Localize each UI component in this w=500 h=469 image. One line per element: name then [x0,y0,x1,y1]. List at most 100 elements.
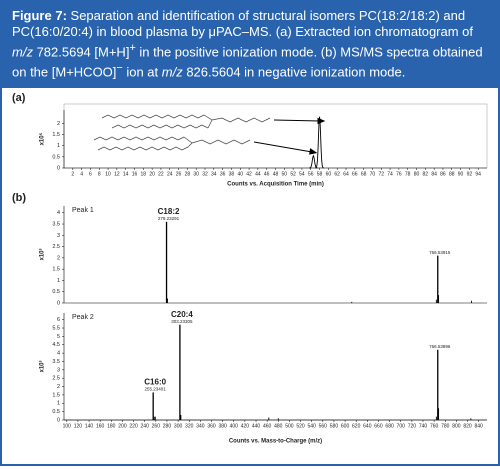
caption-text: − [116,62,123,75]
y-tick-label: 3.5 [52,359,60,365]
arrows [253,117,326,155]
caption-text: Separation and identification of structu… [12,8,474,39]
x-tick-label: 10 [105,171,111,177]
caption-text: 782.5694 [M+H] [32,44,130,60]
x-tick-label: 560 [319,423,328,429]
x-tick-label: 720 [408,423,417,429]
x-tick-label: 22 [158,171,164,177]
y-tick-label: 0.5 [52,409,60,415]
y-tick-label: 1 [57,278,60,284]
spectrum-name: Peak 2 [72,314,94,321]
x-tick-label: 180 [107,423,116,429]
caption-text: 826.5604 in negative ionization mode. [182,64,406,80]
x-tick-label: 420 [241,423,250,429]
x-tick-label: 82 [423,171,429,177]
peak-mz-label: 766.53896 [429,344,451,349]
x-tick-label: 34 [211,171,217,177]
y-tick-label: 0 [57,165,60,171]
x-tick-label: 380 [218,423,227,429]
x-tick-label: 600 [341,423,350,429]
x-tick-label: 580 [330,423,339,429]
x-axis-label: Counts vs. Acquisition Time (min) [227,182,324,188]
x-tick-label: 760 [430,423,439,429]
x-tick-label: 26 [176,171,182,177]
x-tick-label: 36 [220,171,226,177]
x-tick-label: 360 [207,423,216,429]
x-tick-label: 76 [396,171,402,177]
x-tick-label: 40 [237,171,243,177]
y-axis-label: x10⁵ [40,132,46,145]
caption-text: m/z [12,44,33,60]
panel-label: (b) [12,192,26,204]
x-tick-label: 680 [385,423,394,429]
y-tick-label: 4 [57,351,60,357]
x-tick-label: 240 [141,423,150,429]
y-tick-label: 4.5 [52,342,60,348]
x-tick-label: 94 [475,171,481,177]
x-tick-label: 260 [152,423,161,429]
x-tick-label: 220 [129,423,138,429]
y-tick-label: 0 [57,417,60,423]
x-tick-label: 820 [463,423,472,429]
y-tick-label: 2 [57,255,60,261]
x-tick-label: 48 [273,171,279,177]
y-tick-label: 3.5 [52,221,60,227]
x-tick-label: 84 [431,171,437,177]
chromatogram-peak [315,116,324,169]
x-tick-label: 780 [441,423,450,429]
x-tick-label: 280 [163,423,172,429]
x-tick-label: 500 [285,423,294,429]
x-tick-label: 92 [467,171,473,177]
x-tick-label: 12 [114,171,120,177]
peak-name: C20:4 [171,310,193,319]
x-tick-label: 30 [193,171,199,177]
x-tick-label: 62 [334,171,340,177]
y-tick-label: 4 [57,210,60,216]
x-tick-label: 8 [98,171,101,177]
y-tick-label: 3 [57,233,60,239]
x-tick-label: 72 [378,171,384,177]
x-tick-label: 50 [282,171,288,177]
x-tick-label: 100 [63,423,72,429]
x-tick-label: 800 [452,423,461,429]
x-tick-label: 28 [185,171,191,177]
peak-name: C18:2 [158,207,180,216]
x-tick-label: 32 [202,171,208,177]
x-tick-label: 18 [141,171,147,177]
x-tick-label: 320 [185,423,194,429]
structures [93,114,271,151]
y-tick-label: 0.5 [52,289,60,295]
x-tick-label: 6 [89,171,92,177]
y-tick-label: 1.5 [52,267,60,273]
y-axis-label: x10³ [39,248,46,260]
x-tick-label: 16 [132,171,138,177]
x-tick-label: 520 [296,423,305,429]
x-tick-label: 160 [96,423,105,429]
caption-text: in the positive ionization mode. (b) MS/… [12,44,483,80]
x-tick-label: 340 [196,423,205,429]
x-tick-label: 24 [167,171,173,177]
x-tick-label: 2 [71,171,74,177]
y-tick-label: 2.5 [52,376,60,382]
x-tick-label: 640 [363,423,372,429]
x-tick-label: 56 [308,171,314,177]
caption-text: ion at [122,64,162,80]
x-tick-label: 54 [299,171,305,177]
x-tick-label: 60 [326,171,332,177]
x-tick-label: 80 [414,171,420,177]
x-axis-label: Counts vs. Mass-to-Charge (m/z) [229,439,322,445]
x-tick-label: 38 [229,171,235,177]
y-tick-label: 0 [57,300,60,306]
caption: Figure 7: Separation and identification … [2,2,498,88]
y-tick-label: 5 [57,334,60,340]
plot-frame [63,103,488,169]
caption-text: m/z [161,64,183,80]
x-tick-label: 120 [74,423,83,429]
x-tick-label: 70 [370,171,376,177]
y-tick-label: 1 [57,143,60,149]
x-tick-label: 88 [449,171,455,177]
x-tick-label: 540 [308,423,317,429]
figure-label: Figure 7: [12,8,67,23]
y-tick-label: 6 [57,317,60,323]
